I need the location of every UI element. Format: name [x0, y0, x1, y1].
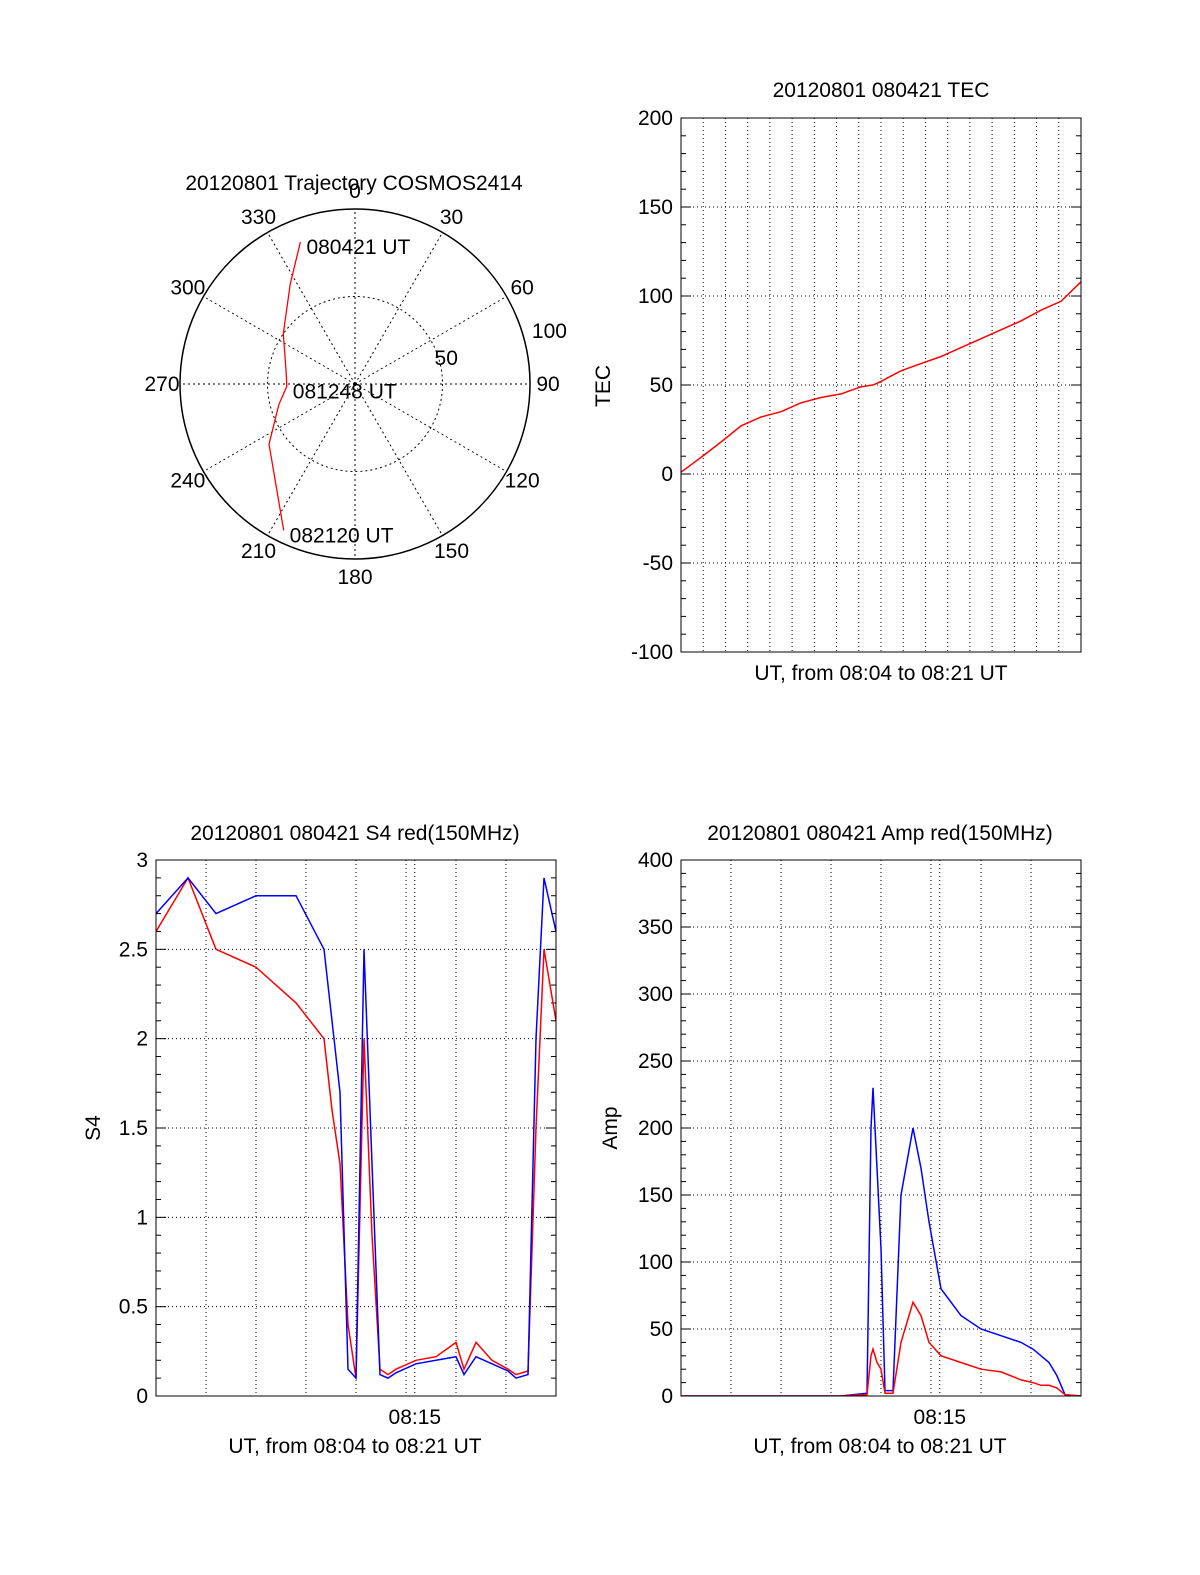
- tec-xlabel: UT, from 08:04 to 08:21 UT: [754, 662, 1007, 685]
- amp-ytick-label: 50: [650, 1318, 673, 1341]
- s4-ytick-label: 0.5: [119, 1296, 148, 1319]
- tec-title: 20120801 080421 TEC: [773, 79, 990, 102]
- amp-series-line-1: [681, 1300, 1081, 1396]
- polar-radius-label: 50: [435, 347, 458, 370]
- tec-plot-area: -100 -50 0 50 100 150 200: [631, 107, 1082, 664]
- amp-series-line-0: [681, 1087, 1081, 1396]
- tec-ytick-label: -50: [643, 552, 673, 575]
- s4-xlabel: UT, from 08:04 to 08:21 UT: [228, 1435, 481, 1458]
- s4-ytick-label: 3: [136, 849, 148, 872]
- polar-time-annotation: 082120 UT: [290, 524, 394, 547]
- polar-spoke: [354, 383, 443, 536]
- polar-azimuth-label: 60: [510, 277, 533, 300]
- polar-azimuth-label: 30: [440, 206, 463, 229]
- s4-ylabel: S4: [82, 1115, 105, 1141]
- amp-ylabel: Amp: [599, 1106, 622, 1149]
- s4-xtick-label: 08:15: [389, 1406, 442, 1429]
- polar-spoke: [203, 296, 356, 385]
- polar-title: 20120801 Trajectory COSMOS2414: [185, 172, 523, 195]
- polar-plot-area: 0 30 60 90 120 150 180 210 240 270 300 330 50 100 0804…: [144, 180, 566, 589]
- s4-ytick-label: 1.5: [119, 1117, 148, 1140]
- polar-radius-label: 100: [532, 320, 567, 343]
- polar-time-annotation: 081248 UT: [293, 380, 397, 403]
- polar-azimuth-label: 90: [536, 373, 559, 396]
- polar-azimuth-label: 270: [144, 373, 179, 396]
- amp-axes-frame: [680, 859, 1082, 1397]
- polar-azimuth-label: 240: [170, 470, 205, 493]
- polar-outer-circle: [179, 208, 531, 560]
- polar-trajectory-panel: 20120801 Trajectory COSMOS2414 0 30 60 90 12…: [144, 172, 566, 589]
- polar-spoke: [354, 296, 507, 385]
- tec-ytick-label: 150: [638, 196, 673, 219]
- amp-ytick-label: 400: [638, 849, 673, 872]
- amp-ytick-label: 200: [638, 1117, 673, 1140]
- polar-time-annotation: 080421 UT: [306, 236, 410, 259]
- tec-ytick-label: 50: [650, 374, 673, 397]
- tec-ytick-label: 0: [661, 463, 673, 486]
- polar-azimuth-label: 330: [241, 206, 276, 229]
- s4-panel: 20120801 080421 S4 red(150MHz) UT, from …: [82, 822, 557, 1458]
- amp-ytick-label: 100: [638, 1251, 673, 1274]
- polar-azimuth-label: 0: [349, 180, 361, 203]
- polar-azimuth-label: 120: [505, 470, 540, 493]
- s4-ytick-label: 2.5: [119, 938, 148, 961]
- polar-spoke: [354, 232, 443, 385]
- polar-spoke: [267, 383, 356, 536]
- s4-ytick-label: 1: [136, 1206, 148, 1229]
- tec-series-line-0: [681, 281, 1081, 473]
- polar-ring: [267, 296, 443, 472]
- amp-panel: 20120801 080421 Amp red(150MHz) UT, from…: [599, 822, 1082, 1458]
- polar-azimuth-label: 210: [241, 540, 276, 563]
- s4-ytick-label: 2: [136, 1028, 148, 1051]
- polar-azimuth-label: 300: [170, 277, 205, 300]
- s4-axes-frame: [155, 859, 557, 1397]
- polar-azimuth-label: 180: [337, 566, 372, 589]
- s4-series-line-0: [156, 876, 556, 1379]
- tec-ylabel: TEC: [592, 365, 615, 407]
- amp-title: 20120801 080421 Amp red(150MHz): [707, 822, 1053, 845]
- amp-ytick-label: 250: [638, 1050, 673, 1073]
- amp-plot-area: 0 50 100 150 200 250 300 350 400 08:15: [638, 849, 1082, 1429]
- amp-xtick-label: 08:15: [914, 1406, 967, 1429]
- polar-spoke: [267, 232, 356, 385]
- amp-ytick-label: 150: [638, 1184, 673, 1207]
- tec-panel: 20120801 080421 TEC UT, from 08:04 to 08…: [592, 79, 1082, 685]
- polar-spoke: [203, 383, 356, 472]
- tec-ytick-label: 200: [638, 107, 673, 130]
- tec-ytick-label: -100: [631, 641, 673, 664]
- polar-spoke: [354, 383, 507, 472]
- amp-ytick-label: 0: [661, 1385, 673, 1408]
- s4-plot-area: 0 0.5 1 1.5 2 2.5 3 08:15: [119, 849, 557, 1429]
- amp-ytick-label: 300: [638, 983, 673, 1006]
- polar-azimuth-label: 150: [434, 540, 469, 563]
- polar-trajectory-line-0: [268, 241, 302, 531]
- s4-title: 20120801 080421 S4 red(150MHz): [190, 822, 519, 845]
- s4-series-line-1: [156, 876, 556, 1381]
- tec-ytick-label: 100: [638, 285, 673, 308]
- amp-xlabel: UT, from 08:04 to 08:21 UT: [753, 1435, 1006, 1458]
- tec-axes-frame: [680, 117, 1082, 653]
- amp-ytick-label: 350: [638, 916, 673, 939]
- s4-ytick-label: 0: [136, 1385, 148, 1408]
